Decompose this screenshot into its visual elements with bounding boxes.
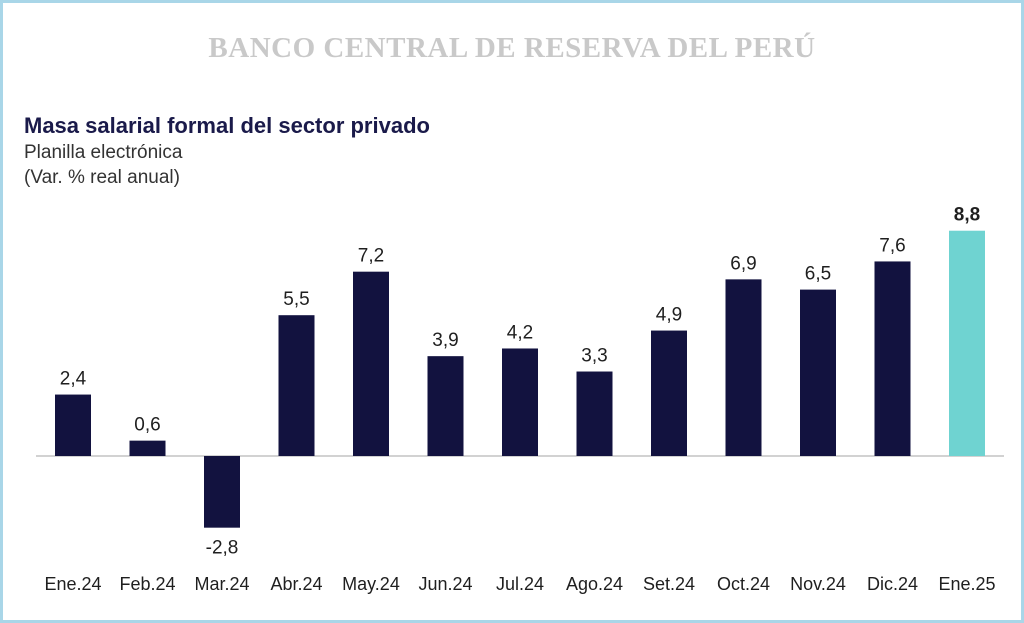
bar-abr-24 [278,315,315,456]
value-label: 4,9 [656,305,682,326]
category-label: Mar.24 [194,574,249,594]
value-label: 3,9 [432,330,458,351]
bar-nov-24 [800,289,836,456]
category-label: May.24 [342,574,400,594]
value-label: 7,2 [358,246,384,267]
category-label: Oct.24 [717,574,770,594]
bar-jun-24 [427,356,464,456]
bar-oct-24 [725,279,762,456]
value-label: 3,3 [581,346,607,367]
bar-may-24 [353,271,389,456]
bar-ago-24 [576,371,613,456]
value-label: 7,6 [879,235,905,256]
value-label: -2,8 [206,538,239,559]
category-label: Dic.24 [867,574,918,594]
category-label: Ene.25 [938,574,995,594]
bar-ene-25 [949,230,985,456]
category-label: Feb.24 [119,574,175,594]
category-label: Ene.24 [44,574,101,594]
chart-title: Masa salarial formal del sector privado [24,113,430,138]
value-label: 2,4 [60,369,87,390]
bar-set-24 [651,330,687,456]
chart-unit: (Var. % real anual) [24,167,180,188]
category-label: Abr.24 [270,574,322,594]
category-label: Ago.24 [566,574,623,594]
value-label: 6,5 [805,264,831,285]
value-label: 4,2 [507,322,533,343]
watermark-text: BANCO CENTRAL DE RESERVA DEL PERÚ [208,32,816,64]
value-label: 6,9 [730,253,756,274]
value-label: 0,6 [134,415,160,436]
bar-feb-24 [129,440,166,456]
value-label: 5,5 [283,289,309,310]
bar-ene-24 [55,394,91,456]
bar-dic-24 [874,261,911,456]
category-label: Jul.24 [496,574,544,594]
category-label: Jun.24 [418,574,472,594]
chart-subtitle: Planilla electrónica [24,142,183,163]
value-label: 8,8 [954,205,980,226]
bar-mar-24 [204,456,240,528]
category-label: Nov.24 [790,574,846,594]
category-label: Set.24 [643,574,695,594]
bar-jul-24 [502,348,538,456]
